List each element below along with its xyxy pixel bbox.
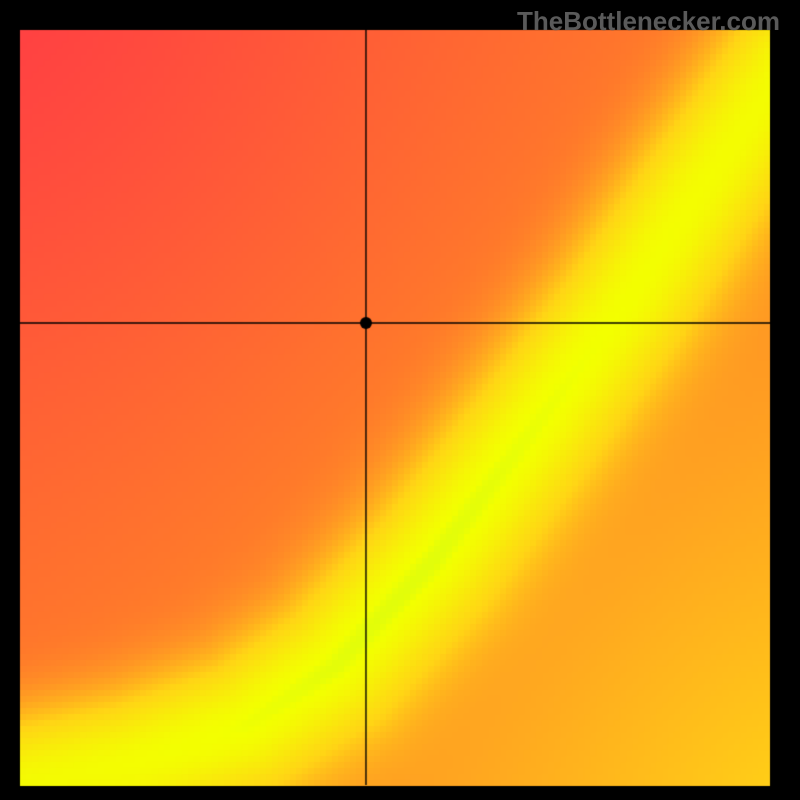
bottleneck-heatmap (0, 0, 800, 800)
